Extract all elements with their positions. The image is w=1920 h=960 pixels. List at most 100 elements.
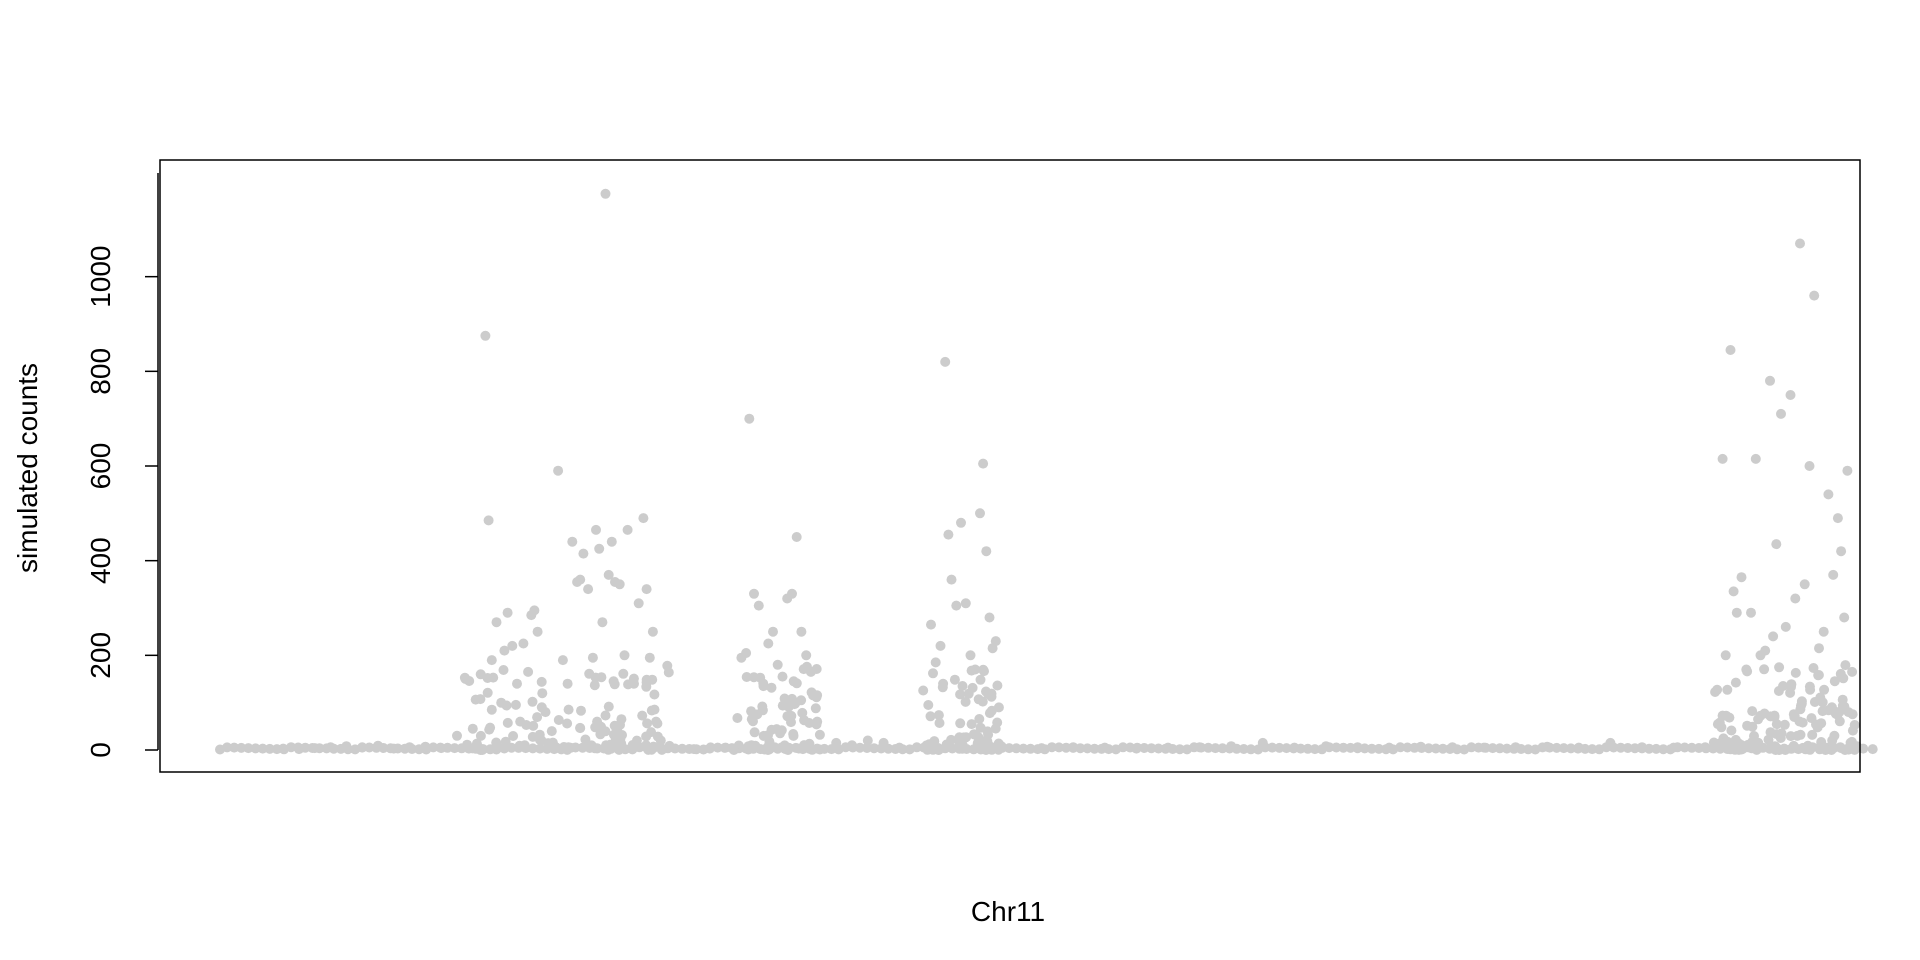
cluster-point [491, 737, 502, 748]
cluster-point [933, 745, 944, 755]
cluster-point [1717, 710, 1728, 721]
cluster-point [1817, 706, 1828, 717]
cluster-point [763, 745, 773, 755]
baseline-point [1004, 743, 1015, 754]
baseline-point [1466, 742, 1477, 753]
data-point [1194, 742, 1205, 753]
cluster-point [464, 676, 475, 686]
cluster-point [1816, 718, 1827, 729]
baseline-point [1366, 743, 1377, 754]
cluster-point [814, 744, 825, 755]
data-point [1542, 741, 1553, 752]
data-point [940, 356, 951, 367]
data-point [926, 619, 936, 630]
baseline-point [527, 743, 538, 754]
cluster-point [664, 740, 675, 751]
data-point [1832, 513, 1843, 524]
cluster-point [499, 743, 510, 754]
cluster-point [1759, 664, 1770, 675]
data-point [553, 465, 564, 476]
data-point [512, 678, 522, 689]
baseline-point [1018, 743, 1029, 754]
data-point [1479, 742, 1489, 753]
data-point [984, 612, 995, 623]
cluster-point [810, 703, 821, 714]
cluster-point [1779, 719, 1790, 730]
cluster-point [1774, 745, 1785, 755]
baseline-point [1025, 743, 1036, 754]
cluster-point [1813, 670, 1824, 681]
data-point [1842, 465, 1853, 476]
data-point [805, 666, 816, 677]
data-point [1605, 737, 1616, 748]
baseline-point [1061, 742, 1072, 753]
data-point [647, 626, 658, 637]
cluster-point [491, 744, 502, 755]
cluster-point [589, 680, 600, 691]
data-point [772, 659, 783, 670]
y-tick-label: 400 [85, 537, 116, 584]
cluster-point [1773, 686, 1784, 696]
baseline-point [1615, 742, 1626, 753]
cluster-point [641, 681, 652, 692]
data-point [935, 640, 946, 651]
cluster-point [806, 687, 817, 698]
baseline-point [1587, 744, 1598, 755]
cluster-point [1747, 721, 1758, 732]
cluster-point [788, 730, 799, 741]
cluster-point [934, 718, 945, 728]
cluster-point [779, 693, 790, 704]
cluster-point [1733, 738, 1744, 749]
data-point [1768, 631, 1779, 642]
baseline-point [257, 743, 268, 754]
cluster-point [1802, 744, 1813, 755]
cluster-point [510, 699, 521, 710]
baseline-point [1658, 744, 1669, 755]
baseline-point [1487, 743, 1498, 754]
data-point [1823, 489, 1834, 500]
data-point [878, 737, 889, 748]
cluster-point [603, 701, 614, 712]
cluster-point [562, 718, 573, 729]
data-point [633, 598, 644, 609]
data-point [1163, 742, 1173, 753]
cluster-point [788, 676, 799, 687]
baseline-point [1430, 743, 1441, 754]
data-point [1785, 390, 1796, 400]
data-point [787, 588, 797, 599]
cluster-point [1742, 739, 1753, 750]
baseline-point [1274, 742, 1285, 753]
data-point [655, 735, 666, 746]
cluster-point [648, 741, 659, 752]
data-point [704, 743, 715, 754]
cluster-point [807, 744, 818, 755]
data-point [587, 652, 598, 663]
data-point [1847, 666, 1858, 677]
data-point [523, 666, 534, 677]
cluster-point [978, 664, 989, 675]
cluster-point [558, 742, 569, 752]
data-point [689, 744, 699, 755]
data-point [1867, 744, 1878, 755]
baseline-point [1146, 743, 1157, 754]
cluster-point [642, 718, 653, 729]
data-point [812, 716, 823, 727]
cluster-point [949, 674, 960, 685]
data-point [583, 584, 594, 595]
baseline-point [1558, 743, 1569, 754]
cluster-point [938, 678, 949, 689]
baseline-point [1402, 742, 1413, 753]
cluster-point [921, 740, 932, 751]
cluster-point [1726, 725, 1737, 736]
cluster-point [641, 731, 652, 742]
data-point [741, 648, 752, 658]
data-point [943, 529, 954, 540]
cluster-point [1792, 730, 1803, 741]
baseline-point [1203, 742, 1214, 753]
cluster-point [1807, 729, 1818, 740]
baseline-point [222, 742, 233, 753]
cluster-point [974, 736, 985, 746]
data-point [557, 655, 568, 666]
cluster-point [1809, 697, 1820, 707]
cluster-point [966, 719, 977, 730]
